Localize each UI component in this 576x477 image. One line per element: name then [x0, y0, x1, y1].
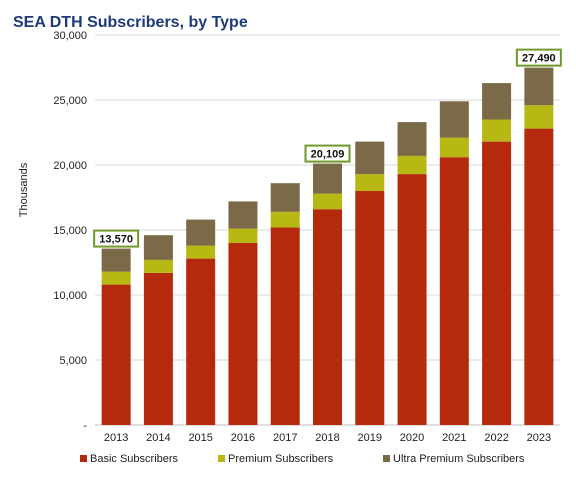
x-axis-ticks: 2013 2014 2015 2016 2017 2018 2019 2020 2021 2022…: [104, 432, 551, 444]
legend-label: Ultra Premium Subscribers: [393, 453, 525, 465]
bar-segment-ultra-premium-subscribers: [397, 122, 427, 156]
bar-segment-premium-subscribers: [228, 228, 258, 243]
y-axis-ticks: - 5,000 10,000 15,000 20,000 25,000 30,000: [53, 30, 87, 432]
bar-segment-premium-subscribers: [355, 174, 385, 191]
bar-segment-ultra-premium-subscribers: [186, 219, 216, 246]
y-tick-label: 20,000: [53, 160, 87, 172]
x-tick-label: 2013: [104, 432, 128, 444]
chart-title: SEA DTH Subscribers, by Type: [13, 14, 248, 31]
total-callouts: 13,570 20,109 27,490: [93, 48, 562, 248]
bar-segment-basic-subscribers: [228, 243, 258, 425]
total-callout-box: [304, 144, 351, 163]
total-callout-box: [515, 48, 562, 67]
x-tick-label: 2020: [400, 432, 424, 444]
bar-segment-basic-subscribers: [101, 284, 131, 425]
bar-segment-ultra-premium-subscribers: [355, 141, 385, 175]
legend-label: Basic Subscribers: [90, 453, 179, 465]
bar-segment-ultra-premium-subscribers: [439, 101, 469, 138]
bar-segment-premium-subscribers: [439, 137, 469, 158]
bar-segment-premium-subscribers: [397, 155, 427, 175]
bar-segment-basic-subscribers: [143, 272, 173, 425]
y-tick-label: 10,000: [53, 290, 87, 302]
bar-segment-ultra-premium-subscribers: [228, 201, 258, 229]
y-tick-label: 15,000: [53, 225, 87, 237]
total-callout-box: [93, 229, 140, 248]
x-tick-label: 2016: [231, 432, 255, 444]
bar-segment-premium-subscribers: [524, 105, 554, 129]
bar-segment-basic-subscribers: [355, 191, 385, 425]
legend-swatch: [383, 455, 390, 462]
bar-segment-ultra-premium-subscribers: [270, 183, 300, 212]
bar-segment-basic-subscribers: [524, 128, 554, 425]
bar-segment-ultra-premium-subscribers: [482, 83, 512, 120]
bar-segment-premium-subscribers: [482, 119, 512, 142]
bar-segment-premium-subscribers: [143, 259, 173, 273]
x-tick-label: 2015: [188, 432, 212, 444]
y-tick-label: -: [83, 420, 87, 432]
x-tick-label: 2022: [484, 432, 508, 444]
bar-segment-ultra-premium-subscribers: [313, 163, 342, 194]
bar-segment-basic-subscribers: [270, 227, 300, 425]
total-callout-label: 27,490: [522, 53, 556, 65]
bar-segment-premium-subscribers: [313, 193, 342, 210]
bars: [101, 67, 554, 425]
bar-segment-basic-subscribers: [439, 157, 469, 425]
total-callout-label: 13,570: [99, 234, 133, 246]
y-tick-label: 30,000: [53, 30, 87, 42]
y-tick-label: 5,000: [59, 355, 87, 367]
bar-segment-premium-subscribers: [186, 245, 216, 259]
bar-segment-basic-subscribers: [313, 209, 342, 425]
x-tick-label: 2018: [315, 432, 339, 444]
legend-label: Premium Subscribers: [228, 453, 334, 465]
total-callout-label: 20,109: [311, 149, 345, 161]
legend: Basic Subscribers Premium Subscribers Ultr…: [80, 453, 525, 465]
bar-segment-premium-subscribers: [270, 211, 300, 228]
x-tick-label: 2014: [146, 432, 170, 444]
legend-swatch: [218, 455, 225, 462]
x-tick-label: 2017: [273, 432, 297, 444]
y-tick-label: 25,000: [53, 95, 87, 107]
x-tick-label: 2021: [442, 432, 466, 444]
bar-segment-ultra-premium-subscribers: [101, 248, 131, 272]
x-tick-label: 2019: [358, 432, 382, 444]
bar-segment-basic-subscribers: [397, 174, 427, 425]
y-axis-label: Thousands: [18, 162, 30, 217]
bar-segment-basic-subscribers: [482, 141, 512, 425]
bar-segment-ultra-premium-subscribers: [143, 235, 173, 260]
bar-segment-premium-subscribers: [101, 271, 131, 285]
bar-segment-basic-subscribers: [186, 258, 216, 425]
bar-segment-ultra-premium-subscribers: [524, 67, 554, 106]
legend-swatch: [80, 455, 87, 462]
x-tick-label: 2023: [527, 432, 551, 444]
